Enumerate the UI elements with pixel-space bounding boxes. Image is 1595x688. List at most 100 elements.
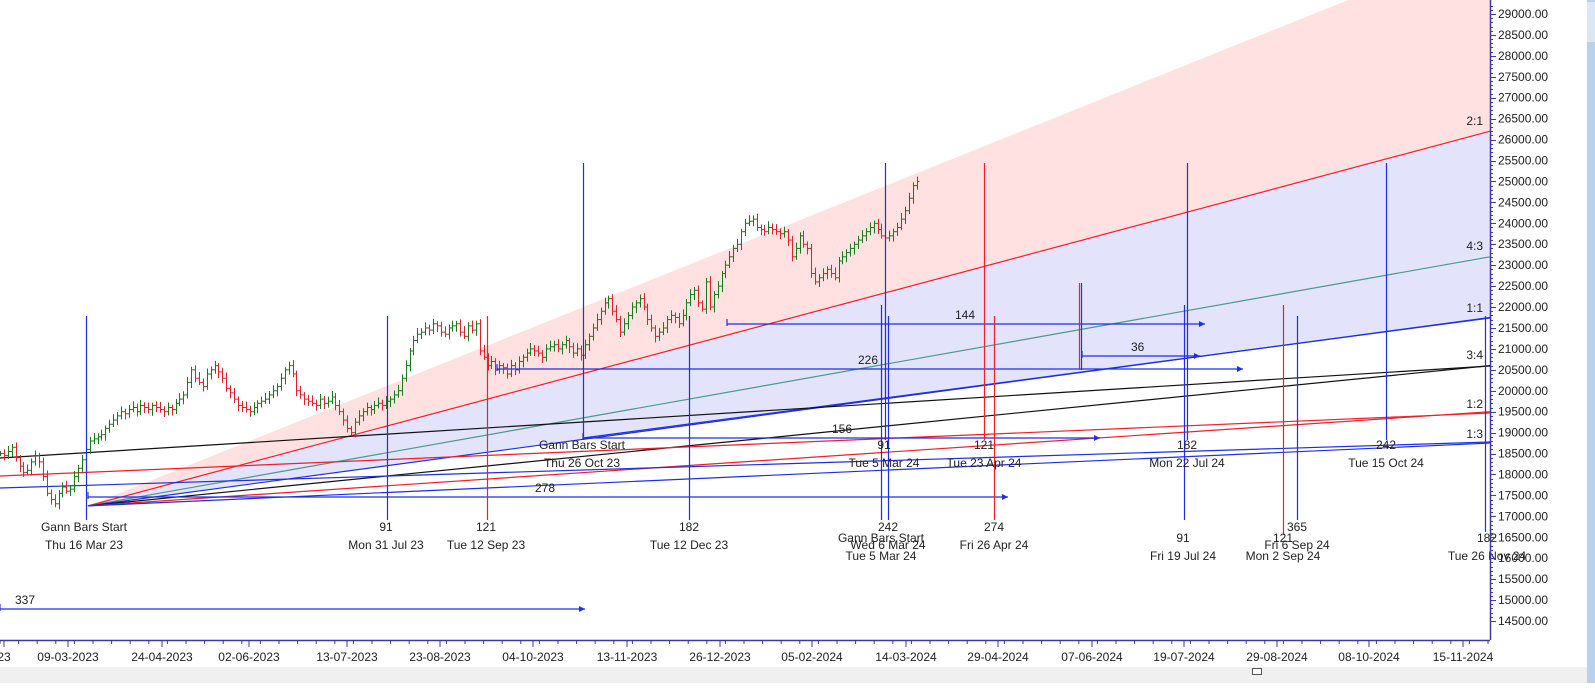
price-axis-label: 28000.00 [1498,49,1548,63]
price-axis-label: 24000.00 [1498,216,1548,230]
bar-count-arrows: 337 278 156 226 144 36 [0,308,1243,612]
gann-time-lines [85,163,1487,535]
horizontal-scrollbar[interactable] [0,667,1587,683]
fan-ratio-labels: 2:1 4:3 1:1 3:4 1:2 1:3 [1466,114,1483,441]
price-axis-label: 24500.00 [1498,195,1548,209]
fan-line-2-1 [87,130,1491,507]
price-axis-label: 27500.00 [1498,70,1548,84]
price-axis-label: 21500.00 [1498,321,1548,335]
fan2-line-1-2 [0,412,1491,477]
date-axis-label: 09-03-2023 [37,650,99,664]
annotation-date: Wed 6 Mar 24 [850,538,925,552]
fan-ratio-label: 4:3 [1466,239,1483,253]
bar-count-label: 36 [1131,340,1145,354]
date-axis-label: 05-02-2024 [781,650,843,664]
date-axis-label: 02-06-2023 [218,650,280,664]
fan-line-3-4 [87,365,1491,507]
date-axis-label: 19-07-2024 [1153,650,1215,664]
fan-line-4-3 [87,256,1491,507]
annotation-date: Fri 19 Jul 24 [1150,549,1216,563]
bar-count-label: 226 [858,353,878,367]
price-axis-label: 19000.00 [1498,426,1548,440]
price-axis-label: 22000.00 [1498,300,1548,314]
annotation-count: 365 [1287,520,1307,534]
price-axis-label: 17500.00 [1498,488,1548,502]
annotation-count: Gann Bars Start [838,531,925,545]
bar-count-label: 278 [535,481,555,495]
date-axis[interactable]: 23 09-03-2023 24-04-2023 02-06-2023 13-07-20… [0,639,1494,664]
fan-ratio-label: 2:1 [1466,114,1483,128]
price-axis-label: 25500.00 [1498,154,1548,168]
arrowhead-icon [1094,435,1100,441]
fan2-line-1-3 [0,441,1491,489]
annotation-count: 182 [1177,438,1197,452]
fan2-line-1-1 [582,317,1491,439]
price-axis-label: 21000.00 [1498,342,1548,356]
annotation-count: 121 [476,520,496,534]
price-axis-label: 23500.00 [1498,237,1548,251]
price-axis-label: 27000.00 [1498,91,1548,105]
price-axis-label: 23000.00 [1498,258,1548,272]
vertical-scrollbar-thumb[interactable] [1587,2,1595,42]
price-axis-label: 29000.00 [1498,7,1548,21]
annotation-date: Tue 26 Nov 24 [1448,549,1527,563]
annotation-date: Tue 15 Oct 24 [1348,456,1424,470]
arrowhead-icon [1194,353,1200,359]
annotation-date: Tue 12 Dec 23 [650,538,729,552]
fan-line-1-2 [87,411,1491,507]
price-axis-label: 22500.00 [1498,279,1548,293]
fan-ratio-label: 1:2 [1466,397,1483,411]
annotation-date: Fri 6 Sep 24 [1264,538,1330,552]
price-axis-label: 26000.00 [1498,133,1548,147]
date-axis-label: 08-10-2024 [1338,650,1400,664]
arrowhead-icon [1199,321,1205,327]
gann-fan-lines [0,130,1491,507]
price-axis-label: 16500.00 [1498,530,1548,544]
annotation-count: 91 [877,438,891,452]
ohlc-price-bars [0,176,920,510]
annotation-date: Tue 12 Sep 23 [447,538,526,552]
date-axis-label: 15-11-2024 [1433,650,1494,664]
price-axis-label: 26500.00 [1498,112,1548,126]
date-axis-label: 14-03-2024 [875,650,937,664]
price-axis-label: 28500.00 [1498,28,1548,42]
price-axis-label: 14500.00 [1498,614,1548,628]
date-axis-label: 23-08-2023 [409,650,471,664]
vertical-scrollbar[interactable] [1587,0,1595,683]
date-axis-label: 23 [0,650,11,664]
date-axis-label: 04-10-2023 [502,650,564,664]
arrowhead-icon [1237,366,1243,372]
annotation-count: 121 [1273,531,1293,545]
annotation-date: Fri 26 Apr 24 [960,538,1029,552]
annotation-date: Thu 16 Mar 23 [45,538,123,552]
price-axis-label: 20500.00 [1498,363,1548,377]
fan-ratio-label: 1:1 [1466,301,1483,315]
annotation-date: Tue 5 Mar 24 [849,456,920,470]
bar-count-label: 156 [832,422,852,436]
annotation-count: 91 [379,520,393,534]
annotation-date: Mon 2 Sep 24 [1246,549,1321,563]
annotation-count: Gann Bars Start [41,520,128,534]
fan-line-1-3 [87,442,1491,507]
fan-fill-upper [88,0,1490,506]
price-axis[interactable]: 29000.00 28500.00 28000.00 27500.00 27000.00… [1489,0,1548,640]
price-axis-label: 25000.00 [1498,174,1548,188]
date-axis-label: 29-04-2024 [967,650,1029,664]
annotation-date: Tue 5 Mar 24 [846,549,917,563]
price-axis-label: 19500.00 [1498,405,1548,419]
date-axis-label: 26-12-2023 [689,650,751,664]
annotation-count: 182 [679,520,699,534]
arrowhead-icon [1002,494,1008,500]
bar-count-label: 337 [15,593,35,607]
date-axis-label: 24-04-2023 [131,650,193,664]
price-axis-label: 20000.00 [1498,384,1548,398]
horizontal-scroll-handle[interactable] [1252,668,1262,675]
annotation-count: 242 [1376,438,1396,452]
annotation-count: 274 [984,520,1004,534]
price-axis-label: 15000.00 [1498,593,1548,607]
bar-count-label: 144 [955,308,975,322]
fan2-line-3-4 [0,365,1491,459]
annotation-count: Gann Bars Start [539,438,626,452]
